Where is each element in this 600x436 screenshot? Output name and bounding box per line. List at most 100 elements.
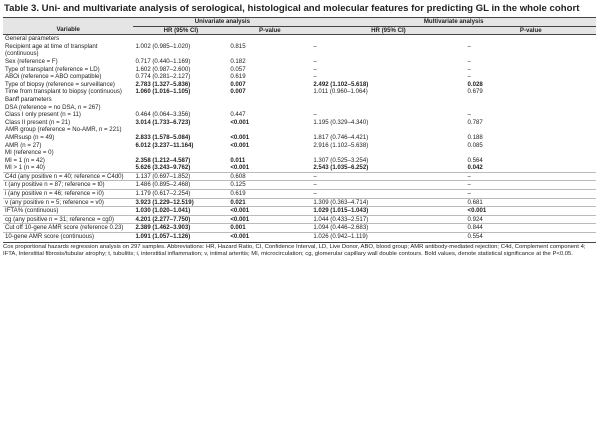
hr-multi-cell: –	[311, 171, 466, 181]
table-row: AMR group (reference = No-AMR, n = 221)	[3, 126, 596, 134]
hr-multi-cell	[311, 104, 465, 112]
variable-cell: i (any positive n = 46; reference = i0)	[3, 189, 134, 199]
hr-cell: 3.923 (1.229–12.519)	[133, 197, 229, 207]
p-value-multi-cell: –	[465, 189, 596, 199]
hr-header: HR (95% CI)	[133, 26, 229, 36]
p-value-multi-cell: –	[467, 42, 471, 50]
variable-cell: Banff parameters	[5, 95, 52, 103]
hr-cell: 0.717 (0.440–1.169)	[135, 57, 191, 65]
p-value-multi-cell: 0.564	[467, 156, 483, 164]
p-value-cell: <0.001	[230, 164, 250, 172]
p-value-multi-cell: 0.028	[467, 80, 483, 88]
p-value-multi-cell: 0.042	[467, 164, 483, 172]
hr-cell: 2.358 (1.212–4.587)	[135, 156, 191, 164]
p-value-cell: 0.447	[230, 111, 246, 119]
p-value-multi-cell: 0.679	[467, 88, 483, 96]
table-row: Class II present (n = 21) 3.014 (1.733–6.…	[3, 119, 596, 127]
p-value-multi-cell	[466, 35, 596, 43]
hr-cell: 6.012 (3.237–11.164)	[135, 141, 194, 149]
table-row: Time from transplant to biopsy (continuo…	[3, 88, 596, 96]
p-value-multi-cell	[466, 149, 596, 157]
table-row: v (any positive n = 5; reference = v0) 3.…	[3, 197, 596, 207]
p-value-cell: <0.001	[228, 206, 312, 216]
p-value-cell: 0.608	[228, 171, 312, 181]
p-value-cell: <0.001	[228, 232, 312, 241]
p-value-cell: 0.057	[230, 65, 246, 73]
p-value-multi-cell: –	[465, 171, 596, 181]
table-row: MI = 1 (n = 42) 2.358 (1.212–4.587) 0.011 1…	[3, 157, 596, 165]
p-value-cell	[228, 149, 311, 157]
p-value-cell: 0.021	[228, 197, 312, 207]
hr-cell: 1.179 (0.617–2.254)	[133, 189, 229, 199]
p-value-cell	[228, 35, 311, 43]
p-value-multi-cell: –	[467, 57, 471, 65]
variable-cell: ABOi (reference = ABO compatible)	[5, 73, 102, 81]
table-footnote: Cox proportional hazards regression anal…	[3, 241, 596, 259]
hr-cell: 1.091 (1.057–1.126)	[133, 232, 229, 241]
variable-cell: AMR group (reference = No-AMR, n = 221)	[5, 126, 122, 134]
p-value-multi-cell	[466, 96, 596, 104]
p-value-cell	[228, 96, 311, 104]
hr-cell	[133, 149, 228, 157]
table-row: Type of biopsy (reference = surveillance…	[3, 81, 596, 89]
table-row: MI (reference = 0)	[3, 149, 596, 157]
variable-cell: AMR (n = 27)	[5, 141, 42, 149]
hr-cell: 1.137 (0.697–1.852)	[133, 171, 229, 181]
hr-cell: 4.201 (2.277–7.750)	[133, 214, 229, 224]
table-row: i (any positive n = 46; reference = i0) 1…	[3, 189, 596, 199]
hr-cell: 2.833 (1.578–5.084)	[135, 133, 191, 141]
header-group-row: Univariate analysis Multivariate analysi…	[3, 17, 596, 27]
table-row: Cut off 10-gene AMR score (reference 0.2…	[3, 223, 596, 233]
variable-cell: v (any positive n = 5; reference = v0)	[3, 197, 134, 207]
variable-cell: Class I only present (n = 11)	[5, 111, 81, 119]
variable-cell: MI > 1 (n = 40)	[5, 164, 45, 172]
hr-multi-cell: –	[311, 180, 466, 190]
hr-multi-cell: –	[313, 73, 317, 81]
table-row: cg (any positive n = 31; reference = cg0…	[3, 214, 596, 224]
variable-cell: General parameters	[5, 35, 60, 43]
hr-multi-header: HR (95% CI)	[311, 26, 466, 36]
hr-cell	[133, 126, 228, 134]
variable-cell: Type of biopsy (reference = surveillance…	[5, 80, 115, 88]
header-column-row: Variable HR (95% CI) P-value HR (95% CI)…	[3, 26, 596, 36]
table-row: C4d (any positive n = 40; reference = C4…	[3, 171, 596, 181]
p-value-cell: 0.011	[230, 156, 246, 164]
p-value-cell: 0.007	[230, 88, 246, 96]
hr-multi-cell: 1.029 (1.015–1.043)	[311, 206, 466, 216]
hr-cell	[133, 96, 228, 104]
p-value-multi-cell: 0.085	[467, 141, 483, 149]
hr-cell	[133, 35, 228, 43]
variable-cell: IFTA% (continuous)	[3, 206, 134, 216]
table-row: Recipient age at time of transplant (con…	[3, 43, 596, 58]
p-value-cell: 0.619	[228, 189, 312, 199]
table-row: ABOi (reference = ABO compatible) 0.774 (…	[3, 73, 596, 81]
variable-header: Variable	[3, 26, 134, 36]
table-row: MI > 1 (n = 40) 5.626 (3.243–9.762) <0.001…	[3, 164, 596, 172]
p-value-cell	[228, 126, 311, 134]
p-value-header: P-value	[228, 26, 312, 36]
hr-multi-cell: 1.307 (0.525–3.254)	[313, 156, 369, 164]
table-row: General parameters	[3, 35, 596, 43]
p-value-cell: <0.001	[230, 141, 250, 149]
p-value-multi-cell: 0.844	[465, 223, 596, 233]
hr-cell: 2.389 (1.462–3.903)	[133, 223, 229, 233]
p-value-cell: <0.001	[230, 133, 250, 141]
hr-multi-cell: 1.094 (0.446–2.683)	[311, 223, 466, 233]
hr-multi-cell: –	[313, 111, 317, 119]
hr-multi-cell: 2.543 (1.035–6.252)	[313, 164, 369, 172]
p-value-multi-cell: 0.924	[465, 214, 596, 224]
variable-cell: t (any positive n = 87; reference = t0)	[3, 180, 134, 190]
hr-cell: 0.774 (0.281–2.127)	[135, 73, 191, 81]
variable-cell: MI = 1 (n = 42)	[5, 156, 45, 164]
p-value-multi-cell: 0.188	[467, 133, 483, 141]
table-row: AMR (n = 27) 6.012 (3.237–11.164) <0.001 2.…	[3, 142, 596, 150]
hr-cell	[133, 104, 228, 112]
variable-cell: cg (any positive n = 31; reference = cg0…	[3, 214, 134, 224]
p-value-multi-header: P-value	[465, 26, 596, 36]
header-blank	[3, 17, 134, 27]
table-row: AMRsusp (n = 49) 2.833 (1.578–5.084) <0.00…	[3, 134, 596, 142]
multivariate-header: Multivariate analysis	[311, 17, 596, 27]
hr-cell: 1.060 (1.016–1.105)	[135, 88, 191, 96]
p-value-cell: 0.001	[228, 223, 312, 233]
